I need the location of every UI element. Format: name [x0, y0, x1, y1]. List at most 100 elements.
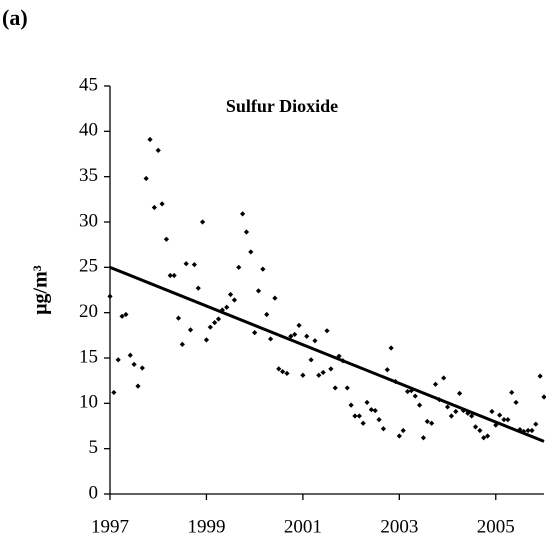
y-tick-label: 45 [79, 74, 98, 95]
panel-label: (a) [2, 5, 28, 30]
data-point [147, 136, 153, 143]
data-point [163, 236, 170, 242]
data-point [264, 311, 270, 318]
data-point [300, 372, 306, 378]
data-point [420, 435, 427, 441]
data-point [356, 413, 362, 419]
data-point [489, 408, 495, 415]
data-point [107, 293, 113, 299]
x-tick-label: 2001 [284, 516, 322, 537]
data-point [525, 427, 531, 434]
y-tick-label: 35 [79, 165, 98, 186]
data-point [143, 175, 149, 182]
y-tick-label: 20 [79, 301, 98, 322]
data-point [111, 389, 117, 396]
data-point [469, 413, 475, 419]
data-point [308, 357, 314, 363]
data-point [267, 336, 274, 342]
data-point [312, 338, 318, 344]
data-point [171, 272, 177, 279]
data-point [260, 266, 266, 272]
data-point [135, 383, 141, 389]
data-point [139, 365, 145, 371]
data-point [348, 402, 354, 408]
data-point [123, 311, 129, 318]
data-point [227, 291, 234, 298]
data-point [183, 261, 189, 267]
data-point [388, 345, 394, 351]
data-point [195, 285, 201, 291]
data-point [444, 404, 451, 410]
data-point [457, 390, 463, 396]
data-point [432, 381, 439, 387]
data-point [400, 427, 406, 434]
data-point [179, 341, 185, 347]
data-point [368, 407, 374, 413]
data-point [127, 352, 133, 358]
data-point [505, 417, 511, 423]
y-tick-label: 25 [79, 256, 98, 277]
data-point [280, 369, 286, 375]
data-point [416, 402, 423, 408]
data-point [159, 201, 165, 207]
data-point [396, 433, 402, 439]
data-point [364, 399, 370, 406]
data-point [255, 288, 262, 294]
data-point [441, 375, 447, 381]
data-point [472, 424, 479, 430]
data-point [276, 366, 282, 372]
y-axis-label: μg/m³ [30, 265, 52, 315]
data-point [497, 412, 503, 418]
data-point [243, 229, 250, 235]
data-point [191, 262, 197, 268]
data-point [372, 407, 378, 414]
data-point [501, 417, 507, 423]
data-point [429, 420, 435, 426]
data-point [175, 315, 182, 321]
data-point [252, 330, 258, 336]
data-point [236, 264, 242, 270]
data-point [320, 369, 326, 376]
data-point [376, 417, 382, 423]
trend-line [109, 265, 545, 443]
data-point [448, 413, 455, 419]
data-point [509, 389, 515, 396]
data-point [248, 249, 254, 255]
y-tick-label: 15 [79, 346, 98, 367]
data-point [199, 219, 206, 225]
data-point [288, 333, 294, 339]
data-point [203, 337, 210, 343]
data-point [231, 297, 238, 303]
data-point [453, 408, 459, 415]
x-tick-label: 1997 [91, 516, 129, 537]
data-point [292, 331, 298, 338]
data-point [380, 426, 387, 432]
y-tick-label: 10 [79, 392, 98, 413]
data-point [328, 366, 334, 372]
data-point [155, 147, 161, 153]
data-point [115, 357, 121, 363]
data-point [352, 413, 358, 419]
data-point [240, 211, 246, 217]
data-point [537, 373, 543, 379]
data-point [477, 427, 483, 434]
y-tick-label: 30 [79, 210, 98, 231]
data-point [272, 295, 278, 301]
data-point [207, 324, 213, 330]
data-point [404, 388, 411, 395]
data-point [296, 322, 302, 328]
data-point [324, 328, 330, 334]
data-point [187, 327, 194, 333]
data-point [424, 418, 430, 425]
data-point [529, 427, 535, 434]
data-point [212, 320, 218, 326]
chart-title: Sulfur Dioxide [226, 96, 338, 116]
data-point [224, 304, 230, 310]
data-point [412, 393, 418, 399]
data-point [481, 435, 487, 441]
y-tick-label: 0 [89, 482, 99, 503]
data-point [465, 410, 471, 416]
data-point [219, 307, 225, 313]
x-tick-label: 2005 [477, 516, 515, 537]
data-point [408, 388, 414, 394]
